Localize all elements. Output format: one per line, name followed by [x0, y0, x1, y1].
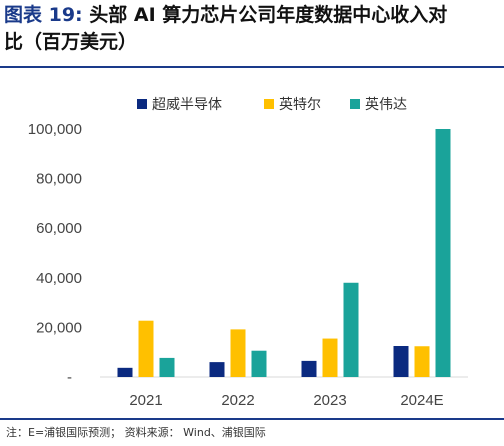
x-tick-label-2021: 2021	[129, 392, 162, 409]
y-tick-label: 40,000	[36, 270, 82, 287]
bar-2021-series-3	[159, 357, 175, 377]
legend-swatch-3	[350, 99, 360, 109]
bar-2022-series-2	[230, 329, 246, 377]
bar-2024E-series-3	[435, 129, 451, 377]
y-tick-label: 80,000	[36, 171, 82, 188]
x-tick-label-2024E: 2024E	[400, 392, 443, 409]
bar-2024E-series-2	[414, 346, 430, 377]
bar-2021-series-2	[138, 320, 154, 377]
bar-2022-series-3	[251, 350, 267, 377]
bar-chart: 超威半导体 英特尔 英伟达 - 20,000 40,000 60,000 80,000 100,…	[28, 96, 468, 409]
bar-2023-series-1	[301, 360, 317, 377]
y-tick-label: 60,000	[36, 220, 82, 237]
title-line-2: 比（百万美元）	[4, 31, 138, 53]
x-tick-label-2023: 2023	[313, 392, 346, 409]
bar-2023-series-2	[322, 338, 338, 377]
chart-title: 图表 19: 头部 AI 算力芯片公司年度数据中心收入对 比（百万美元）	[4, 2, 500, 56]
bar-2021-series-1	[117, 367, 133, 377]
bar-2022-series-1	[209, 362, 225, 377]
bar-2024E-series-1	[393, 346, 409, 377]
y-tick-label: 20,000	[36, 319, 82, 336]
legend-label-3: 英伟达	[365, 96, 407, 113]
y-tick-label: 100,000	[28, 121, 82, 138]
legend-swatch-2	[264, 99, 274, 109]
footnote: 注：E=浦银国际预测； 资料来源： Wind、浦银国际	[6, 424, 266, 440]
x-tick-label-2022: 2022	[221, 392, 254, 409]
title-line-1: 头部 AI 算力芯片公司年度数据中心收入对	[82, 4, 448, 26]
legend-swatch-1	[137, 99, 147, 109]
forecast-note: 注：E=浦银国际预测；	[6, 426, 122, 439]
legend-label-1: 超威半导体	[152, 97, 222, 113]
top-divider	[0, 66, 504, 68]
legend-label-2: 英特尔	[279, 96, 321, 113]
bottom-divider	[0, 418, 504, 420]
source-note: 资料来源： Wind、浦银国际	[121, 426, 266, 439]
figure-number: 图表 19:	[4, 4, 83, 26]
y-tick-label: -	[67, 369, 72, 386]
bar-2023-series-3	[343, 282, 359, 377]
